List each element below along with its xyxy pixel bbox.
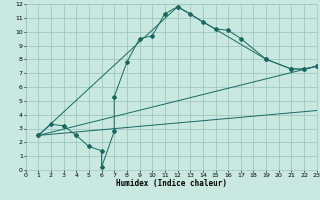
X-axis label: Humidex (Indice chaleur): Humidex (Indice chaleur) [116, 179, 227, 188]
